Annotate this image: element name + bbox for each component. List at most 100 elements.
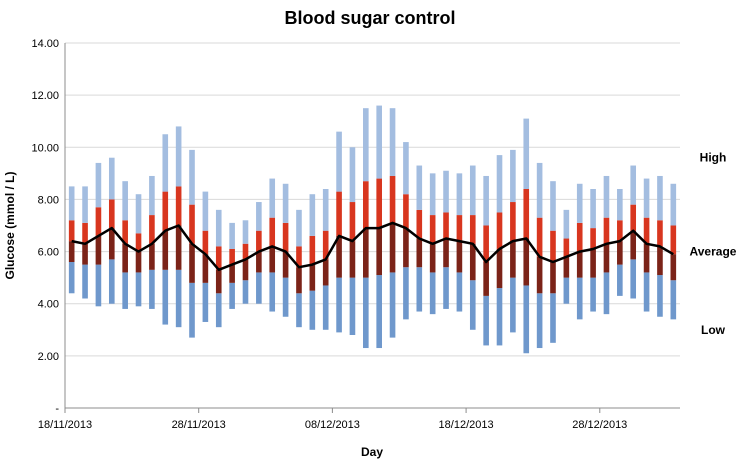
- bar-segment-below-average: [175, 225, 182, 270]
- bar-segment-high: [416, 165, 423, 210]
- bar-segment-above-average: [603, 217, 610, 244]
- bar-segment-high: [523, 118, 530, 189]
- bar-segment-above-average: [189, 204, 195, 244]
- bar-segment-high: [550, 181, 556, 231]
- bar-segment-low: [282, 277, 289, 317]
- bar-segment-below-average: [336, 235, 342, 278]
- bar-segment-above-average: [523, 189, 530, 239]
- bar-segment-above-average: [322, 230, 329, 260]
- x-tick-label: 08/12/2013: [305, 419, 360, 431]
- bar-segment-above-average: [309, 235, 316, 265]
- bar-segment-below-average: [309, 264, 316, 291]
- bar-segment-low: [550, 293, 556, 343]
- bar-segment-low: [496, 288, 503, 346]
- bar-segment-low: [576, 277, 583, 320]
- bar-segment-high: [296, 209, 302, 247]
- bar-segment-above-average: [657, 220, 663, 247]
- bar-segment-high: [603, 175, 610, 218]
- bar-segment-below-average: [82, 243, 88, 265]
- bar-segment-above-average: [202, 230, 209, 255]
- bar-segment-below-average: [456, 241, 463, 273]
- bar-segment-low: [590, 277, 596, 312]
- bar-segment-above-average: [363, 181, 369, 229]
- bar-segment-above-average: [175, 186, 182, 226]
- bar-segment-below-average: [630, 230, 637, 260]
- bar-segment-below-average: [256, 251, 262, 273]
- bar-segment-above-average: [563, 238, 570, 257]
- bar-segment-low: [296, 293, 302, 328]
- bar-segment-above-average: [162, 191, 169, 231]
- zone-annotations: High Average Low: [690, 151, 737, 337]
- bar-segment-low: [95, 264, 102, 307]
- bar-segment-above-average: [443, 212, 449, 239]
- bar-segment-below-average: [590, 248, 596, 278]
- bar-segment-low: [617, 264, 623, 296]
- bar-segment-above-average: [349, 202, 356, 242]
- bar-segment-below-average: [349, 241, 356, 278]
- bar-segment-high: [483, 175, 489, 226]
- bar-segment-low: [643, 272, 650, 312]
- bar-segment-high: [429, 173, 436, 216]
- bar-segment-high: [617, 189, 623, 221]
- bar-segment-high: [322, 189, 329, 231]
- zone-label-low: Low: [701, 323, 726, 337]
- bar-segment-above-average: [469, 215, 476, 244]
- bar-segment-low: [108, 259, 115, 304]
- bar-segment-high: [469, 165, 476, 216]
- bar-segment-above-average: [135, 233, 142, 252]
- bar-segment-above-average: [403, 194, 409, 229]
- bar-segment-high: [122, 181, 128, 221]
- bar-segment-below-average: [68, 241, 75, 262]
- bar-segment-above-average: [282, 222, 289, 252]
- bar-segment-high: [82, 186, 88, 223]
- bar-segment-above-average: [215, 246, 222, 270]
- y-tick-label: 6.00: [38, 247, 59, 259]
- x-axis-ticks: 18/11/2013 28/11/2013 08/12/2013 18/12/2013…: [38, 408, 627, 431]
- bar-segment-low: [215, 293, 222, 328]
- bar-segment-high: [162, 134, 169, 192]
- bar-segment-high: [175, 126, 182, 187]
- bar-segment-high: [135, 194, 142, 234]
- bar-segment-below-average: [122, 243, 128, 273]
- bar-segment-below-average: [550, 262, 556, 294]
- bar-segment-low: [363, 277, 369, 349]
- y-tick-label: 8.00: [38, 194, 59, 206]
- bar-segment-high: [189, 149, 195, 205]
- y-tick-label: 4.00: [38, 299, 59, 311]
- bar-segment-low: [349, 277, 356, 335]
- bar-segment-below-average: [523, 238, 530, 286]
- bar-segment-high: [510, 149, 516, 203]
- y-tick-label: -: [55, 403, 59, 415]
- bar-segment-below-average: [603, 243, 610, 273]
- bar-segment-high: [657, 175, 663, 221]
- average-line: [71, 221, 674, 272]
- bar-segment-above-average: [229, 248, 235, 265]
- bar-segment-above-average: [82, 222, 88, 244]
- bar-segment-low: [376, 275, 382, 349]
- bar-segment-below-average: [469, 243, 476, 281]
- bar-segment-above-average: [242, 243, 249, 260]
- bar-segment-low: [483, 295, 489, 346]
- bar-segment-high: [563, 209, 570, 239]
- bar-segment-below-average: [510, 241, 516, 278]
- bar-segment-high: [496, 155, 503, 213]
- bar-segment-below-average: [376, 228, 382, 276]
- bar-segment-above-average: [630, 204, 637, 231]
- average-line-group: [71, 221, 674, 272]
- bar-segment-low: [603, 272, 610, 315]
- bar-segment-above-average: [496, 212, 503, 249]
- bar-segment-below-average: [135, 251, 142, 273]
- bar-segment-low: [149, 269, 155, 309]
- bar-segment-above-average: [670, 225, 677, 255]
- bar-segment-high: [576, 183, 583, 223]
- bar-segment-below-average: [416, 238, 423, 268]
- bar-segment-high: [215, 209, 222, 247]
- bar-segment-low: [309, 290, 316, 330]
- bar-segment-below-average: [563, 256, 570, 278]
- bar-segment-low: [189, 282, 195, 338]
- bar-segment-low: [322, 285, 329, 330]
- bar-segment-low: [269, 272, 276, 312]
- bar-segment-low: [416, 267, 423, 312]
- bar-segment-low: [456, 272, 463, 312]
- bar-segment-high: [149, 175, 155, 216]
